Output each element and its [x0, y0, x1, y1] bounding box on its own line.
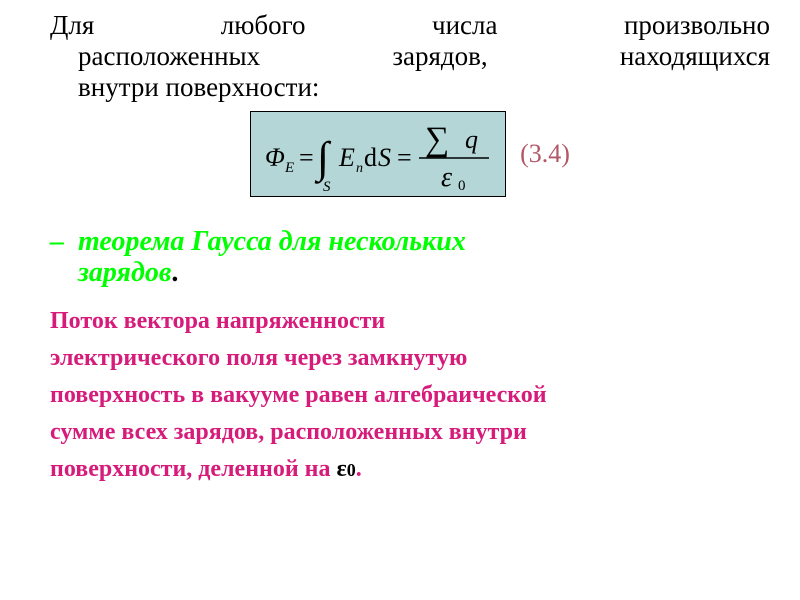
theorem-line2: зарядов	[78, 257, 171, 288]
stmt-l1: Поток вектора напряженности	[50, 308, 385, 334]
intro-word: любого	[221, 10, 306, 41]
dash: –	[50, 226, 64, 257]
statement-text: Поток вектора напряженности электрическо…	[50, 303, 770, 489]
E: E	[338, 143, 355, 172]
theorem-dot: .	[171, 257, 178, 288]
intro-word: Для	[50, 10, 94, 41]
stmt-l3: поверхность в вакууме равен алгебраическ…	[50, 382, 547, 408]
E-sub: n	[356, 161, 363, 176]
eps-symbol: ε	[337, 456, 347, 482]
intro-line3: внутри поверхности:	[50, 72, 770, 103]
equation-number: (3.4)	[520, 139, 570, 169]
theorem-line1: теорема Гаусса для нескольких	[78, 226, 466, 257]
intro-text: Для любого числа произвольно расположенн…	[50, 10, 770, 103]
formula-row: Φ E = ∫ S E n d S = ∑	[50, 111, 770, 197]
q: q	[465, 125, 478, 154]
eps-sub: 0	[458, 178, 466, 194]
integral-sub: S	[323, 179, 331, 194]
phi: Φ	[265, 143, 285, 172]
phi-sub: E	[284, 160, 294, 176]
eps: ε	[441, 162, 452, 193]
intro-word: зарядов,	[392, 41, 487, 72]
eq1: =	[299, 143, 314, 172]
slide: Для любого числа произвольно расположенн…	[0, 0, 800, 499]
stmt-l4: сумме всех зарядов, расположенных внутри	[50, 419, 527, 445]
eps-zero: 0	[347, 460, 356, 480]
stmt-dot: .	[356, 456, 362, 482]
sum: ∑	[425, 121, 449, 158]
stmt-l2: электрического поля через замкнутую	[50, 345, 467, 371]
theorem-title: – теорема Гаусса для нескольких зарядов.	[50, 227, 770, 289]
eq2: =	[397, 143, 412, 172]
intro-word: находящихся	[620, 41, 770, 72]
formula-svg: Φ E = ∫ S E n d S = ∑	[263, 118, 493, 194]
intro-word: числа	[432, 10, 497, 41]
d: d	[364, 143, 377, 172]
intro-word: произвольно	[624, 10, 770, 41]
stmt-l5: поверхности, деленной на	[50, 456, 337, 482]
intro-word: расположенных	[78, 41, 260, 72]
formula-box: Φ E = ∫ S E n d S = ∑	[250, 111, 506, 197]
integral: ∫	[314, 133, 332, 184]
S: S	[378, 143, 391, 172]
